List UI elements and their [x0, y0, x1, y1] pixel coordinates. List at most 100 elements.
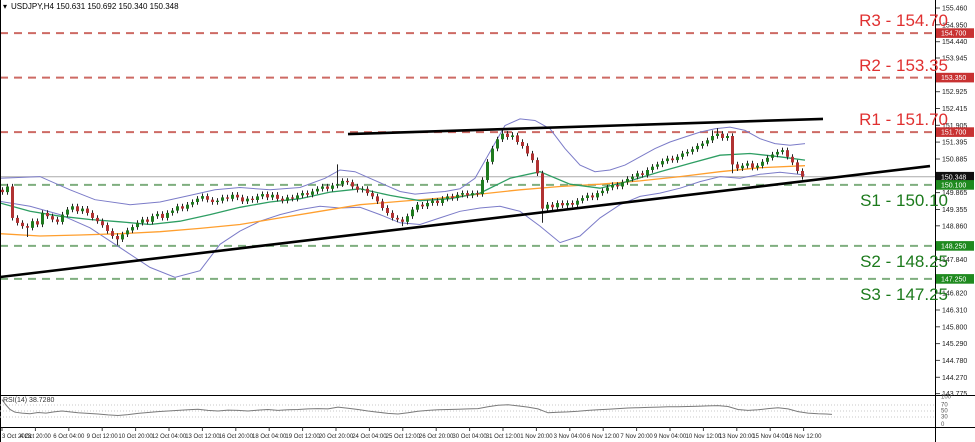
candle-bull — [696, 145, 699, 150]
price-axis-label: 152.925 — [942, 89, 967, 96]
time-axis-label: 15 Nov 04:00 — [752, 434, 788, 440]
time-axis-label: 16 Nov 12:00 — [786, 434, 822, 440]
chart-title-bar: ▾ USDJPY,H4 150.631 150.692 150.340 150.… — [3, 1, 179, 12]
candle-bull — [31, 221, 34, 228]
level-label-r1: R1 - 151.70 — [859, 110, 948, 130]
candle-bull — [481, 179, 484, 195]
candle-bear — [366, 188, 369, 194]
level-label-s3: S3 - 147.25 — [860, 284, 948, 304]
candle-bull — [406, 216, 409, 222]
candle-bull — [221, 197, 224, 201]
candle-bull — [611, 184, 614, 188]
candle-bear — [451, 196, 454, 199]
price-axis-label: 154.950 — [942, 22, 967, 29]
candle-bear — [516, 135, 519, 142]
price-axis-label: 152.415 — [942, 106, 967, 113]
price-badge-label: 150.100 — [941, 183, 966, 190]
candle-bear — [211, 199, 214, 202]
candle-bear — [326, 186, 329, 189]
candle-bull — [71, 206, 74, 210]
candle-bull — [761, 161, 764, 166]
level-label-s2: S2 - 148.25 — [860, 251, 948, 271]
price-axis[interactable]: 155.460 154.950 154.440 153.945 152.925 152.4… — [936, 6, 974, 399]
lower-support-trendline — [0, 164, 931, 279]
time-axis-label: 16 Oct 20:00 — [219, 434, 254, 440]
candle-bull — [311, 191, 314, 195]
candle-bear — [46, 212, 49, 217]
price-badge-label: 153.350 — [941, 75, 966, 82]
candle-bull — [216, 200, 219, 202]
candle-bull — [631, 176, 634, 179]
candle-bear — [11, 186, 14, 218]
candle-bull — [196, 198, 199, 202]
time-axis-label: 20 Oct 20:00 — [319, 434, 354, 440]
candle-bear — [526, 145, 529, 154]
candle-bull — [286, 197, 289, 201]
candle-bull — [636, 173, 639, 177]
candle-bull — [231, 194, 234, 199]
candle-bull — [461, 193, 464, 195]
price-axis-label: 148.860 — [942, 223, 967, 230]
candle-bull — [151, 216, 154, 222]
candle-bull — [166, 212, 169, 218]
candle-bear — [351, 182, 354, 187]
ma-slow-line — [0, 165, 806, 237]
candle-bull — [596, 193, 599, 198]
candle-bear — [721, 133, 724, 138]
candle-bull — [501, 133, 504, 140]
price-axis-label: 146.310 — [942, 308, 967, 315]
rsi-scale-label: 70 — [941, 403, 948, 409]
candle-bull — [471, 193, 474, 196]
candle-bull — [701, 143, 704, 146]
candle-bull — [81, 208, 84, 212]
candle-bull — [246, 198, 249, 202]
candle-bull — [336, 184, 339, 186]
candle-bull — [576, 200, 579, 205]
time-axis-label: 18 Oct 04:00 — [252, 434, 287, 440]
candle-bull — [321, 186, 324, 189]
rsi-scale-label: 50 — [941, 409, 948, 415]
candle-bear — [251, 198, 254, 200]
candle-bear — [161, 213, 164, 218]
candle-bull — [626, 178, 629, 183]
candle-bear — [736, 164, 739, 169]
upper-resistance-trendline — [347, 117, 824, 136]
candle-bear — [371, 193, 374, 197]
price-axis-label: 146.820 — [942, 291, 967, 298]
candle-bull — [656, 164, 659, 167]
price-badge-150.348 — [936, 171, 974, 182]
candle-bear — [146, 219, 149, 222]
candle-bear — [36, 221, 39, 225]
candle-bull — [646, 170, 649, 175]
candle-bear — [751, 163, 754, 168]
candle-bull — [661, 161, 664, 165]
price-axis-label: 154.440 — [942, 39, 967, 46]
candle-bear — [111, 231, 114, 236]
candle-bear — [571, 203, 574, 205]
candle-bull — [586, 195, 589, 198]
candle-bull — [131, 227, 134, 231]
price-badge-151.700 — [936, 127, 974, 137]
candle-bull — [186, 204, 189, 209]
candle-bear — [346, 180, 349, 183]
candle-bear — [281, 198, 284, 201]
time-axis-label: 19 Oct 12:00 — [285, 434, 320, 440]
candle-bear — [226, 197, 229, 199]
candle-bull — [686, 151, 689, 154]
price-badge-label: 154.700 — [941, 31, 966, 38]
candle-bull — [691, 149, 694, 152]
candle-bull — [121, 234, 124, 240]
candle-bull — [666, 158, 669, 162]
candle-bear — [401, 219, 404, 222]
price-axis-label: 147.840 — [942, 257, 967, 264]
candle-bear — [561, 203, 564, 206]
candle-bull — [256, 196, 259, 200]
candle-bear — [56, 219, 59, 222]
candle-bear — [541, 173, 544, 209]
price-badge-label: 150.348 — [941, 174, 966, 181]
candle-bear — [421, 204, 424, 207]
candle-bear — [386, 208, 389, 213]
candle-bull — [411, 209, 414, 217]
